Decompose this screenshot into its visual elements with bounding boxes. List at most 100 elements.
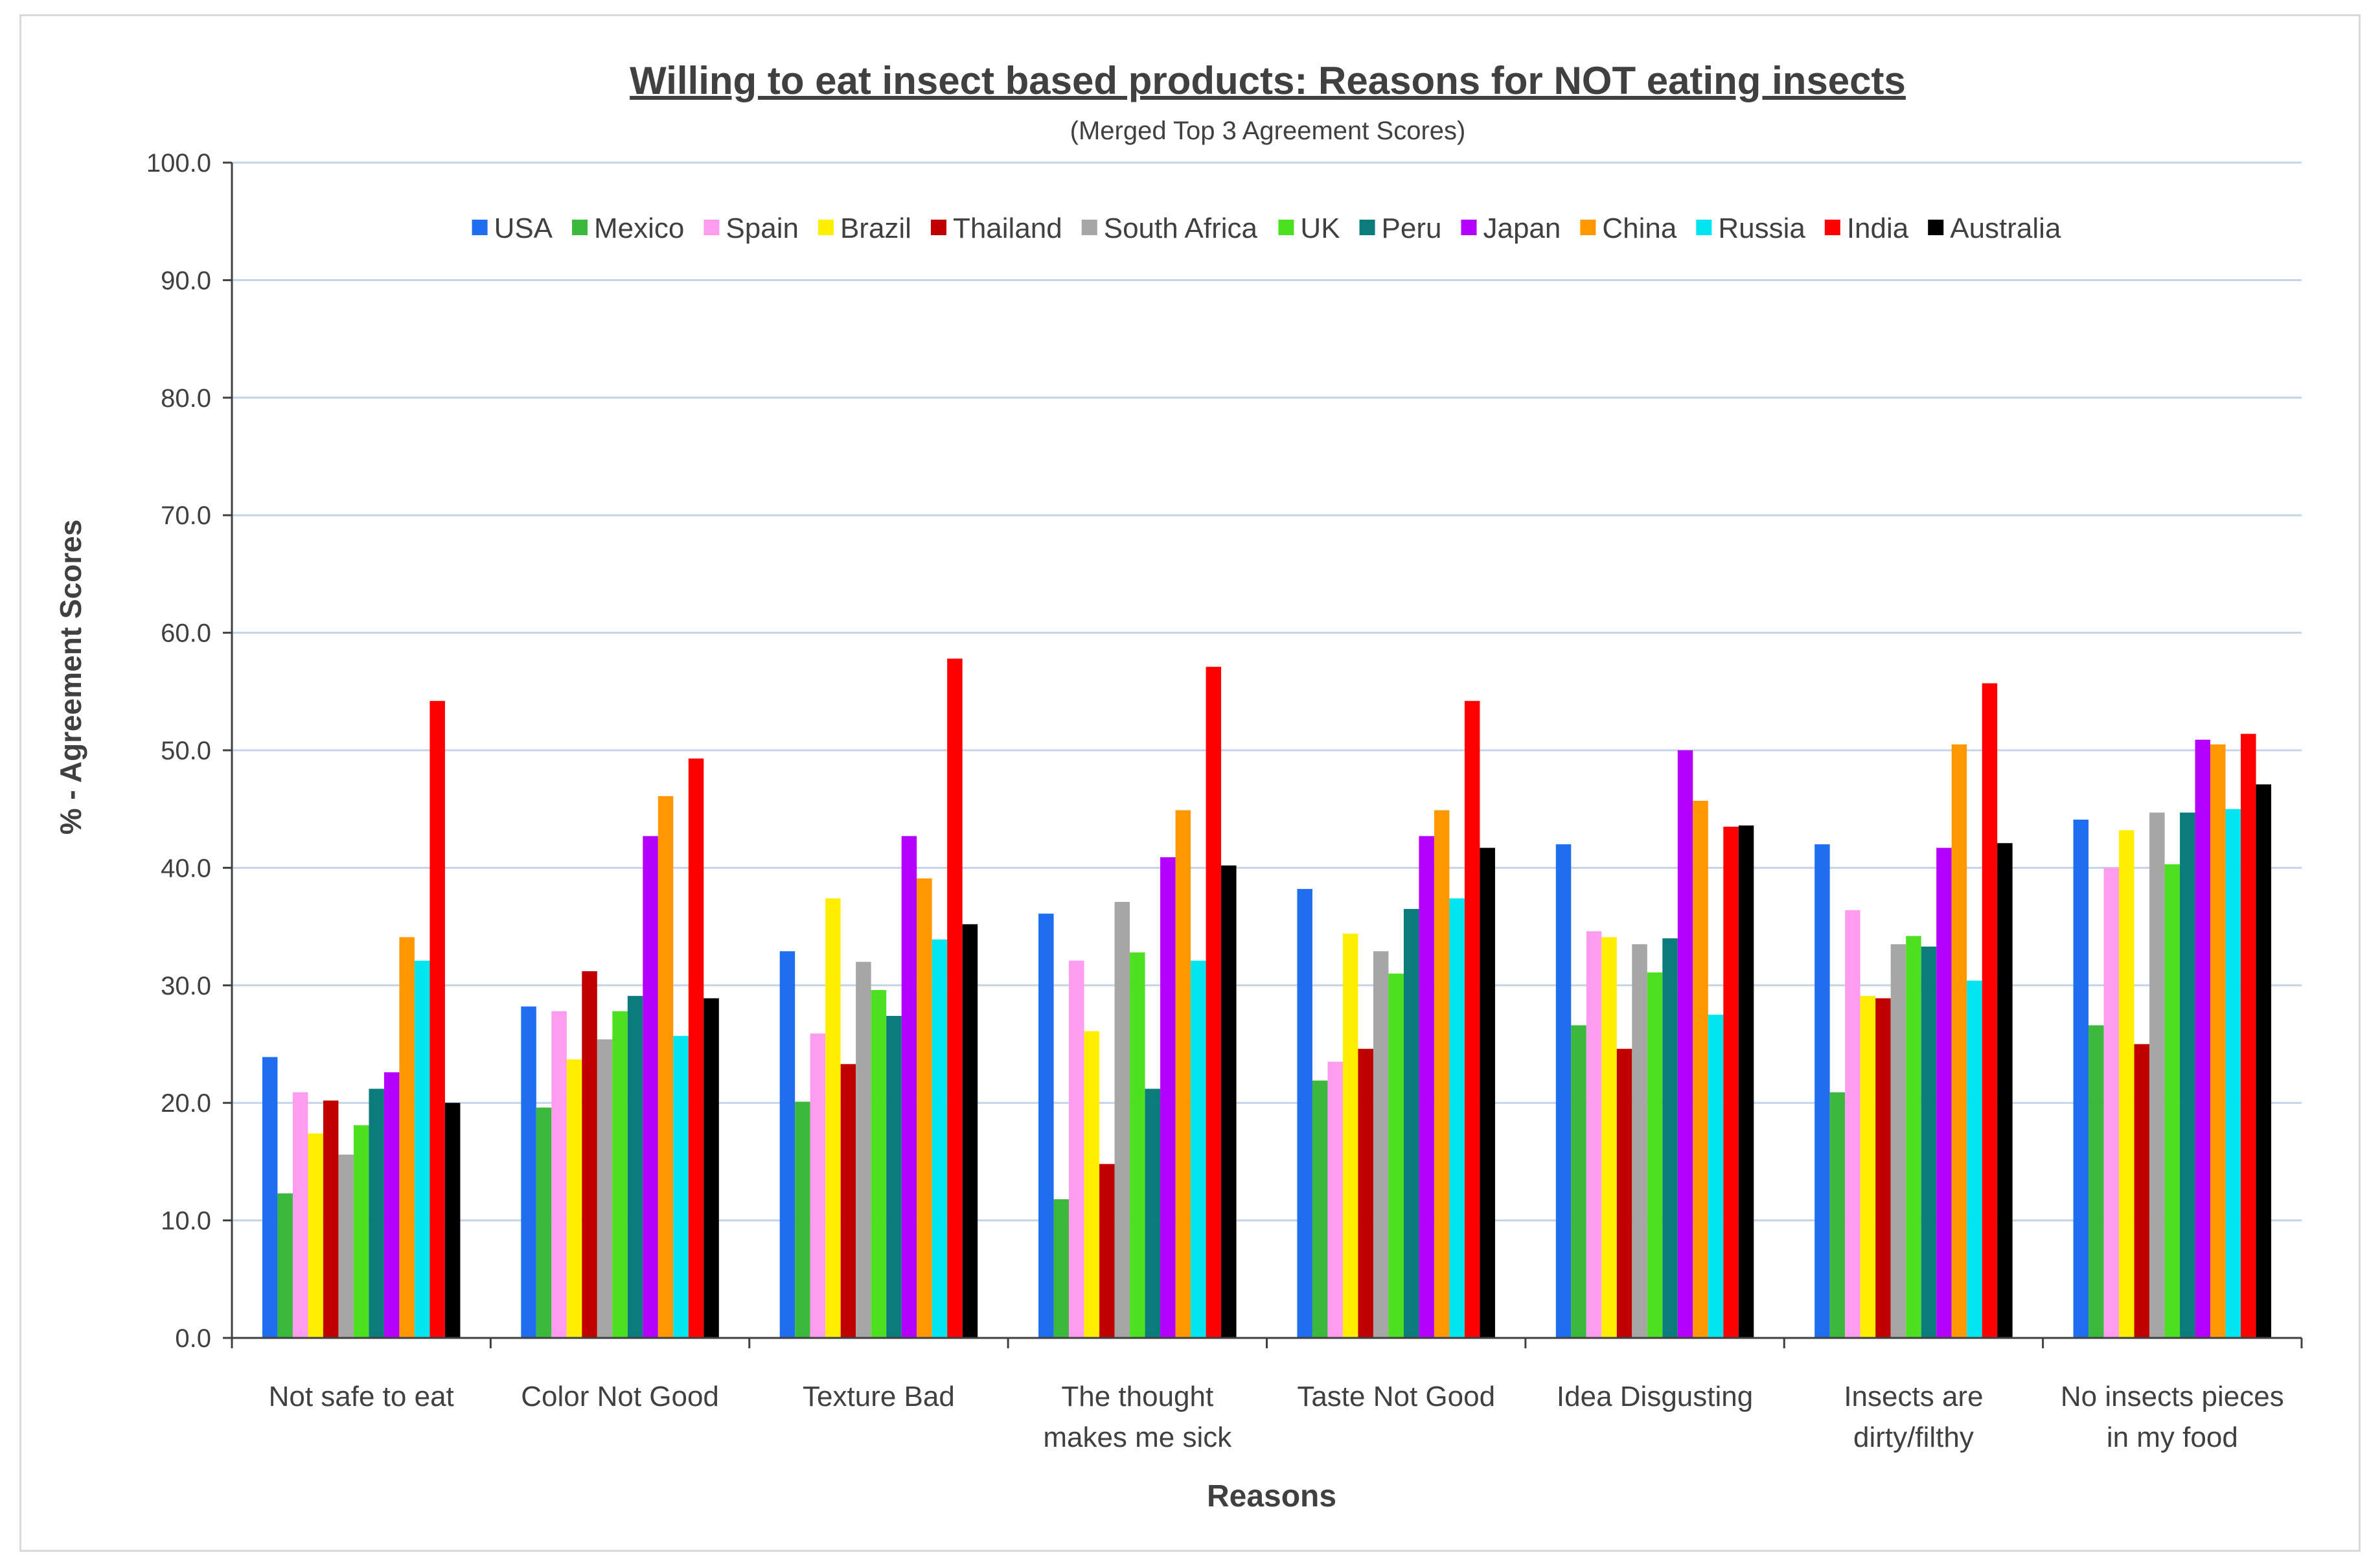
bar-australia [1480, 847, 1495, 1338]
legend-swatch [1081, 220, 1097, 235]
bar-uk [2164, 864, 2180, 1338]
bar-thailand [2134, 1044, 2150, 1338]
x-tick-label: Color Not Good [521, 1381, 719, 1412]
x-tick-label: Taste Not Good [1297, 1381, 1495, 1412]
bar-spain [1845, 910, 1860, 1338]
x-tick-label: makes me sick [1043, 1422, 1232, 1453]
bar-usa [1038, 914, 1054, 1338]
legend-item-uk: UK [1278, 213, 1340, 244]
bar-south-africa [338, 1155, 354, 1338]
bar-usa [1814, 844, 1830, 1338]
bar-peru [886, 1015, 902, 1338]
bar-brazil [1860, 996, 1876, 1338]
bar-thailand [1099, 1164, 1115, 1338]
x-tick-label: Insects are [1844, 1381, 1983, 1412]
bar-russia [673, 1035, 689, 1338]
bar-usa [1297, 889, 1312, 1338]
bar-mexico [795, 1101, 810, 1338]
bar-australia [704, 998, 719, 1338]
legend-swatch [1580, 220, 1596, 235]
bar-china [917, 878, 932, 1338]
bar-thailand [840, 1064, 856, 1338]
x-axis-title: Reasons [1207, 1479, 1336, 1514]
legend-swatch [818, 220, 834, 235]
axes: 0.0 10.0 20.0 30.0 40.0 50.0 60.0 70.0 80.0 90.0 1… [146, 149, 2303, 1453]
x-tick-label: Not safe to eat [269, 1381, 454, 1412]
y-tick-label: 100.0 [146, 149, 211, 178]
bar-spain [1069, 960, 1084, 1338]
legend-label: USA [494, 213, 553, 244]
legend-item-thailand: Thailand [930, 213, 1062, 244]
legend-label: Brazil [840, 213, 911, 244]
y-axis-title: % - Agreement Scores [54, 520, 87, 835]
legend-label: Mexico [594, 213, 684, 244]
bar-australia [1997, 843, 2013, 1338]
bar-japan [383, 1072, 400, 1338]
bar-south-africa [1373, 951, 1389, 1338]
bar-thailand [1875, 998, 1891, 1338]
bar-south-africa [1632, 944, 1647, 1338]
legend-item-usa: USA [472, 213, 553, 244]
bar-thailand [323, 1100, 339, 1338]
bar-india [1982, 683, 1998, 1338]
bar-thailand [1358, 1048, 1373, 1338]
legend-item-china: China [1580, 213, 1677, 244]
bar-usa [1555, 844, 1572, 1338]
x-tick-label: Texture Bad [803, 1381, 955, 1412]
bar-mexico [1571, 1025, 1586, 1338]
legend-swatch [704, 220, 720, 235]
legend: USA Mexico Spain Brazil Thailand South Africa… [472, 213, 2061, 244]
legend-item-spain: Spain [704, 213, 799, 244]
y-tick-label: 90.0 [161, 266, 211, 295]
legend-label: Russia [1718, 213, 1805, 244]
legend-label: South Africa [1104, 213, 1258, 244]
bar-spain [292, 1092, 308, 1338]
bar-usa [262, 1057, 278, 1338]
bar-uk [612, 1011, 628, 1338]
legend-item-south-africa: South Africa [1081, 213, 1258, 244]
bar-japan [643, 836, 658, 1338]
bar-australia [2256, 784, 2272, 1338]
bar-thailand [1616, 1048, 1632, 1338]
bar-peru [2180, 812, 2195, 1338]
chart-title: Willing to eat insect based products: Re… [630, 59, 1906, 102]
bar-south-africa [1890, 944, 1906, 1338]
y-tick-label: 20.0 [161, 1089, 211, 1118]
bar-usa [2073, 820, 2089, 1338]
bar-japan [1419, 836, 1434, 1338]
bar-australia [444, 1103, 461, 1338]
legend-item-mexico: Mexico [572, 213, 684, 244]
bar-india [947, 658, 963, 1338]
bar-spain [1586, 931, 1602, 1338]
bar-china [1951, 744, 1967, 1338]
legend-item-brazil: Brazil [818, 213, 911, 244]
legend-label: India [1847, 213, 1909, 244]
y-tick-label: 40.0 [161, 854, 211, 882]
bar-uk [353, 1125, 369, 1338]
bar-spain [1327, 1061, 1343, 1338]
y-tick-label: 30.0 [161, 972, 211, 1000]
y-tick-label: 60.0 [161, 619, 211, 648]
bar-mexico [1829, 1092, 1846, 1338]
bar-mexico [277, 1193, 293, 1338]
legend-swatch [930, 220, 946, 235]
bar-japan [1160, 857, 1176, 1338]
legend-swatch [1696, 220, 1712, 235]
bar-brazil [2119, 830, 2134, 1338]
bar-spain [551, 1011, 567, 1338]
x-tick-label: The thought [1061, 1381, 1213, 1412]
bar-chart: 0.0 10.0 20.0 30.0 40.0 50.0 60.0 70.0 80.0 90.0 1… [54, 59, 2303, 1514]
bar-uk [1906, 936, 1921, 1338]
bar-south-africa [856, 961, 871, 1338]
bar-russia [2225, 809, 2241, 1338]
x-tick-label: in my food [2107, 1422, 2238, 1453]
y-tick-label: 50.0 [161, 737, 211, 765]
bar-china [1693, 801, 1708, 1338]
bar-peru [1403, 908, 1419, 1338]
bar-brazil [308, 1133, 323, 1338]
x-tick-label: dirty/filthy [1853, 1422, 1974, 1453]
bar-india [2241, 733, 2256, 1338]
bar-thailand [582, 971, 597, 1338]
bar-brazil [566, 1059, 582, 1338]
bar-india [1723, 826, 1739, 1338]
